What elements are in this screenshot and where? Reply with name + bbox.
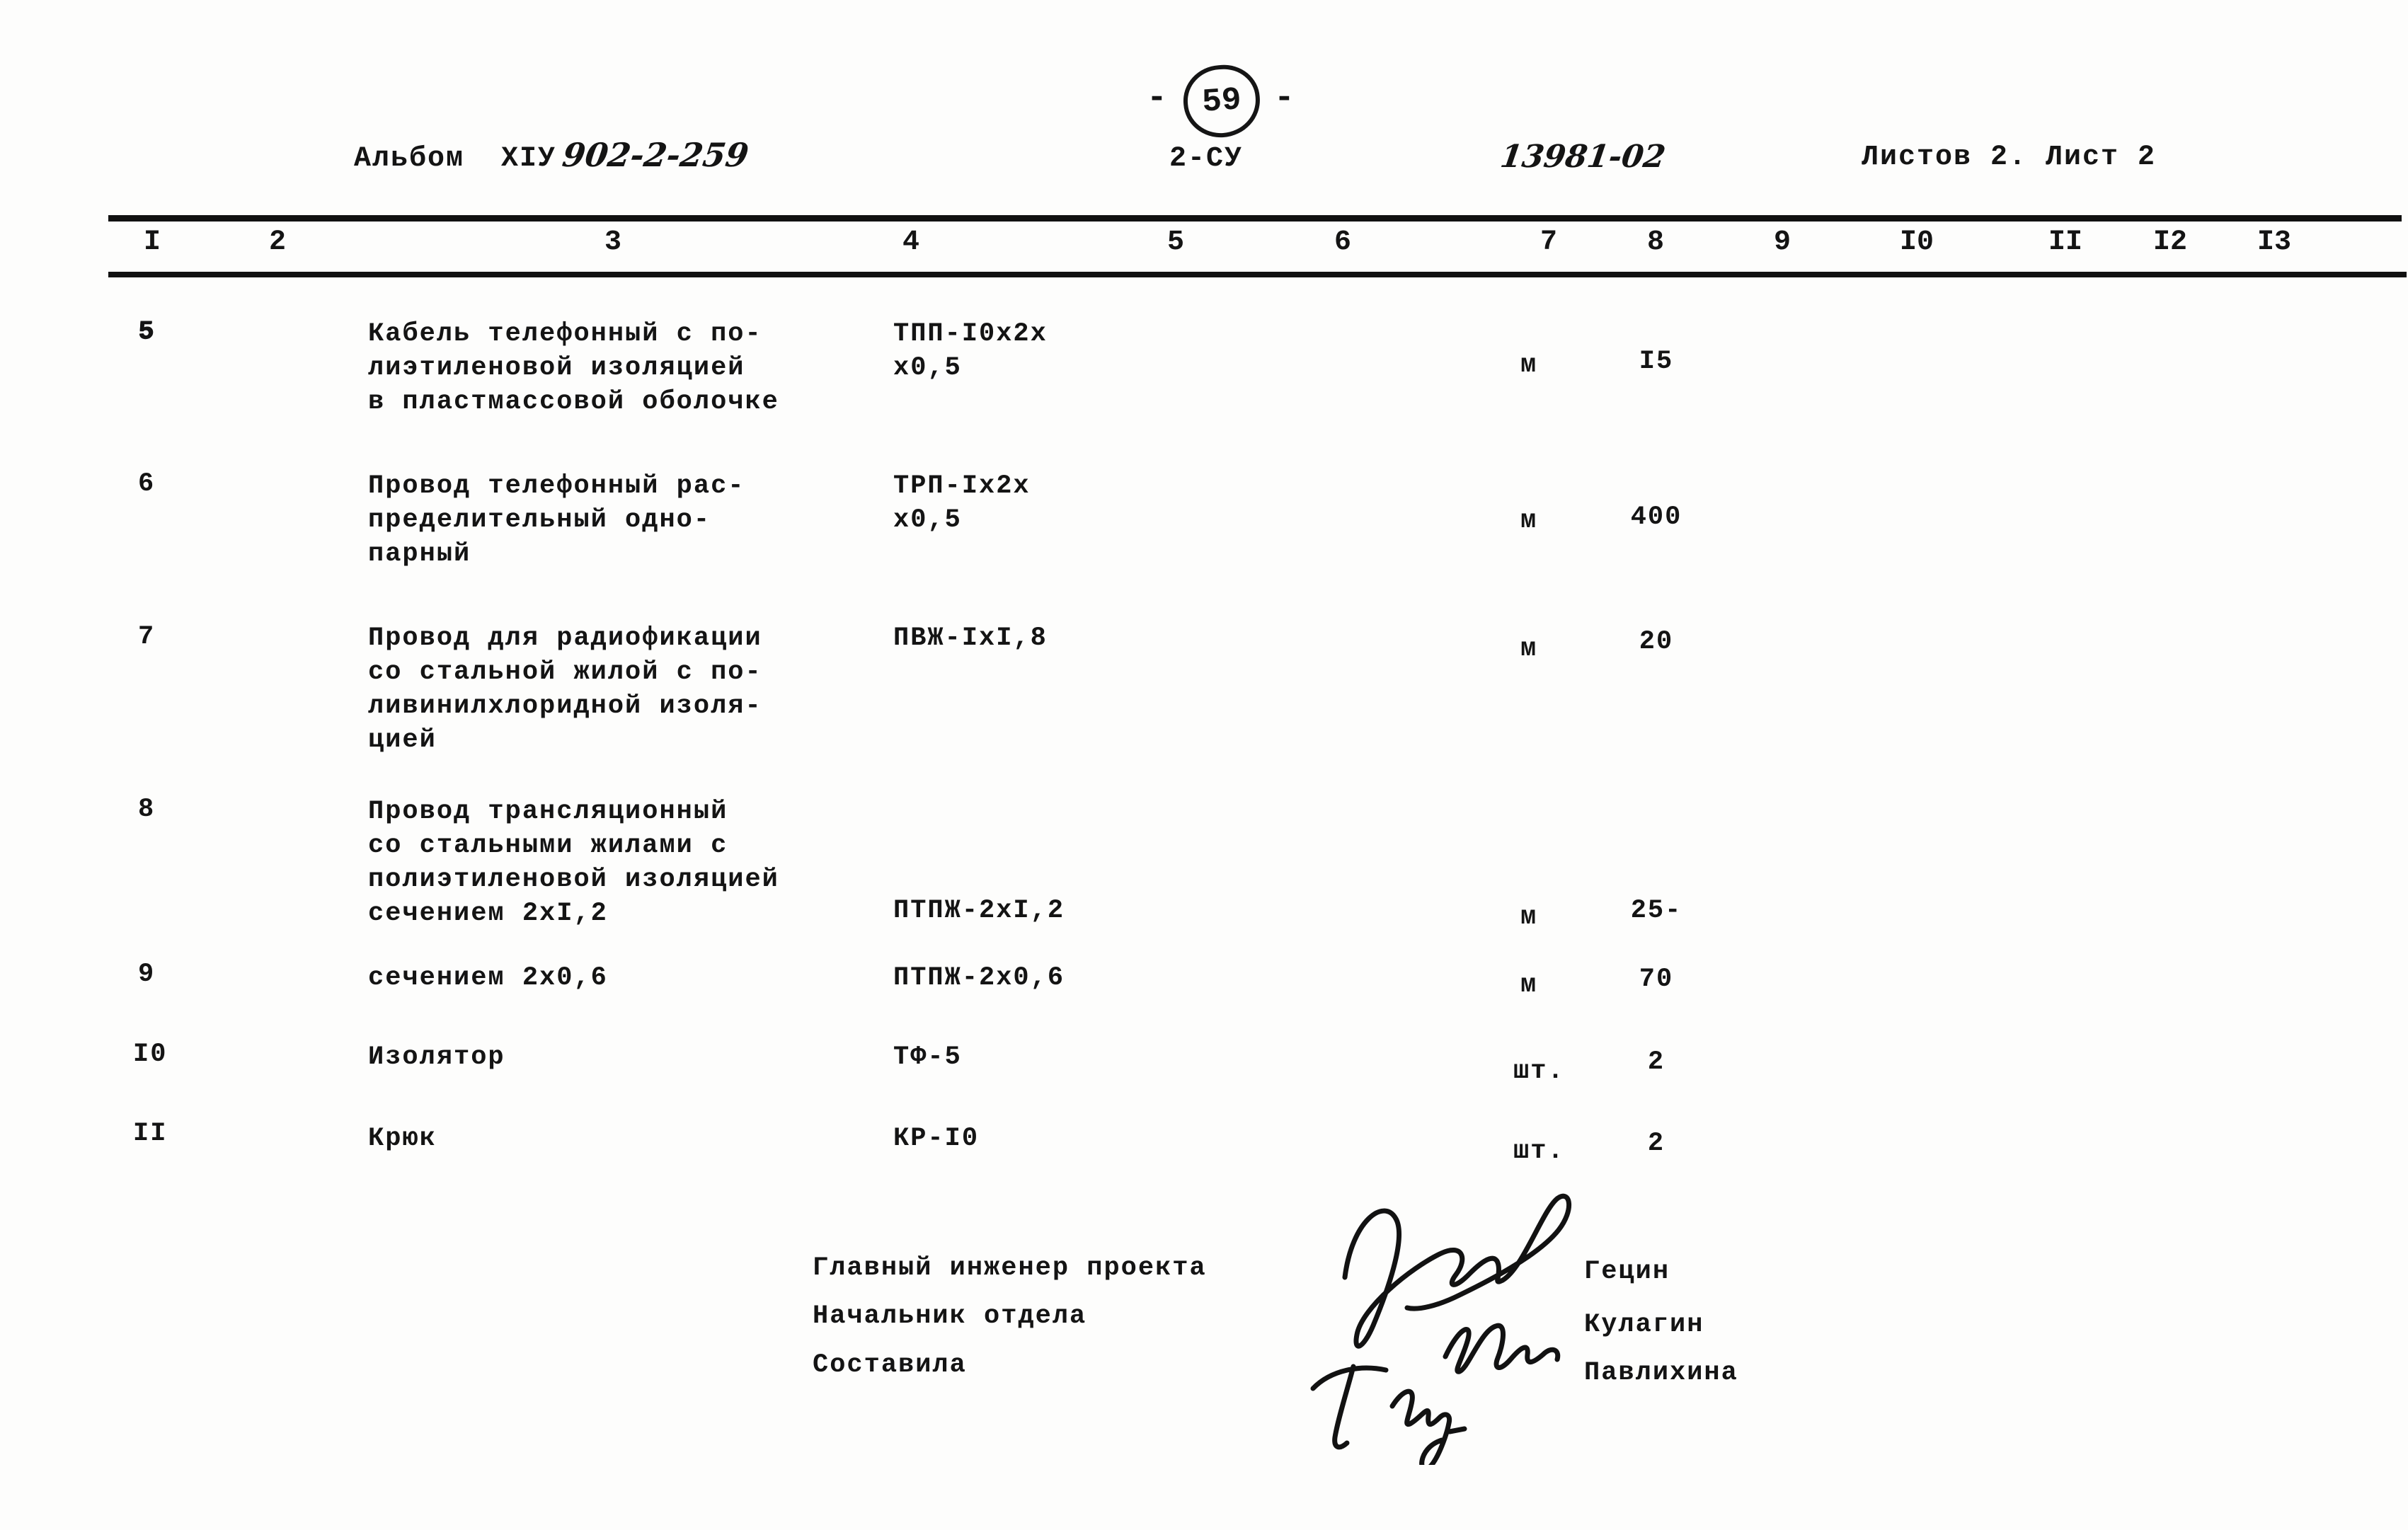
signature-role: Составила: [813, 1350, 967, 1380]
album-number: 902-2-259: [560, 136, 752, 174]
album-label: Альбом XIУ: [354, 143, 557, 175]
item-description-line: пределительный одно-: [368, 505, 711, 535]
item-mark-line: ТПП-I0х2х: [893, 319, 1048, 349]
sheet-code: 2-СУ: [1169, 143, 1244, 175]
table-rule-bottom: [108, 272, 2407, 277]
item-quantity: 70: [1639, 965, 1674, 994]
item-quantity: 20: [1639, 627, 1674, 657]
item-unit: шт.: [1513, 1137, 1565, 1166]
item-quantity: 25-: [1630, 896, 1682, 926]
column-number: 7: [1540, 226, 1558, 258]
signature-name: Кулагин: [1584, 1310, 1704, 1340]
item-unit: м: [1520, 350, 1538, 380]
signature-role: Главный инженер проекта: [813, 1253, 1207, 1283]
handwritten-signatures: [1310, 1193, 1571, 1465]
item-mark-line: ПВЖ-IхI,8: [893, 623, 1048, 653]
item-description-line: Крюк: [368, 1124, 437, 1154]
item-description-line: Провод трансляционный: [368, 797, 728, 827]
item-description-line: Провод для радиофикации: [368, 623, 762, 653]
item-mark-line: ТРП-Iх2х: [893, 471, 1031, 501]
item-mark: ТФ-5: [893, 1040, 962, 1074]
item-description: Изолятор: [368, 1040, 505, 1074]
item-description-line: со стальной жилой с по-: [368, 657, 762, 687]
column-number: 2: [268, 226, 287, 258]
item-unit: м: [1520, 902, 1538, 932]
item-description-line: сечением 2хI,2: [368, 899, 608, 928]
item-description-line: со стальными жилами с: [368, 831, 728, 861]
item-description: Крюк: [368, 1122, 437, 1156]
signature-name: Павлихина: [1584, 1358, 1738, 1388]
item-description: Провод для радиофикации со стальной жило…: [368, 621, 762, 757]
column-number: 5: [1166, 226, 1185, 258]
item-unit: м: [1520, 970, 1538, 1000]
item-quantity: 2: [1647, 1129, 1665, 1158]
column-number: 3: [604, 226, 622, 258]
item-number: 8: [138, 795, 156, 824]
column-number: I: [143, 226, 161, 258]
page-number-dash-left: -: [1147, 79, 1169, 117]
signature-name: Гецин: [1584, 1257, 1670, 1287]
item-description-line: цией: [368, 725, 437, 755]
item-mark: КР-I0: [893, 1122, 979, 1156]
item-mark: ПТПЖ-2хI,2: [893, 894, 1065, 928]
item-mark-line: КР-I0: [893, 1124, 980, 1154]
column-number: 4: [902, 226, 920, 258]
item-quantity: I5: [1639, 347, 1674, 376]
sheets-info: Листов 2. Лист 2: [1862, 142, 2157, 173]
item-mark-line: ТФ-5: [893, 1042, 962, 1072]
item-description: Кабель телефонный с по- лиэтиленовой изо…: [368, 317, 779, 419]
item-mark: ПТПЖ-2х0,6: [893, 961, 1065, 995]
item-mark: ПВЖ-IхI,8: [893, 621, 1048, 655]
item-mark-line: ПТПЖ-2х0,6: [893, 963, 1065, 993]
item-mark-line: х0,5: [893, 353, 962, 383]
page-number: 59: [1200, 81, 1243, 121]
column-number: I2: [2152, 226, 2188, 258]
item-description-line: сечением 2х0,6: [368, 963, 608, 993]
doc-number: 13981-02: [1498, 139, 1668, 175]
item-description-line: Изолятор: [368, 1042, 505, 1072]
signature-stroke-1: [1342, 1193, 1571, 1349]
page-number-circle: 59: [1181, 62, 1263, 140]
item-unit: м: [1520, 506, 1538, 536]
item-description-line: Кабель телефонный с по-: [368, 319, 762, 349]
signature-stroke-2: [1443, 1323, 1561, 1374]
item-description-line: полиэтиленовой изоляцией: [368, 865, 779, 895]
column-number: 6: [1334, 226, 1352, 258]
item-description-line: ливинилхлоридной изоля-: [368, 691, 762, 721]
item-number: I0: [133, 1040, 168, 1069]
item-mark-line: ПТПЖ-2хI,2: [893, 896, 1065, 926]
page-number-dash-right: -: [1274, 79, 1296, 117]
item-description-line: лиэтиленовой изоляцией: [368, 353, 745, 383]
item-number: 6: [138, 469, 156, 499]
signature-role: Начальник отдела: [813, 1301, 1087, 1331]
item-description: сечением 2х0,6: [368, 961, 608, 995]
table-rule-top: [108, 215, 2402, 222]
signature-stroke-3: [1310, 1364, 1467, 1465]
column-number: 9: [1773, 226, 1791, 258]
item-description-line: в пластмассовой оболочке: [368, 387, 779, 417]
column-number: 8: [1646, 226, 1665, 258]
item-mark: ТРП-Iх2х х0,5: [893, 469, 1031, 537]
column-number: I3: [2257, 226, 2292, 258]
item-number: 5: [138, 317, 156, 347]
item-number: 7: [138, 622, 156, 652]
column-number: II: [2048, 226, 2083, 258]
item-unit: шт.: [1513, 1057, 1565, 1086]
item-unit: м: [1520, 634, 1538, 664]
item-number: II: [133, 1119, 168, 1149]
item-description: Провод трансляционный со стальными жилам…: [368, 795, 779, 931]
item-description-line: парный: [368, 539, 471, 569]
item-description-line: Провод телефонный рас-: [368, 471, 745, 501]
item-number: 9: [138, 960, 156, 989]
item-quantity: 400: [1630, 502, 1682, 532]
item-quantity: 2: [1647, 1047, 1665, 1077]
item-mark-line: х0,5: [893, 505, 962, 535]
column-number: I0: [1899, 226, 1934, 258]
item-description: Провод телефонный рас- пределительный од…: [368, 469, 745, 571]
item-mark: ТПП-I0х2х х0,5: [893, 317, 1048, 385]
